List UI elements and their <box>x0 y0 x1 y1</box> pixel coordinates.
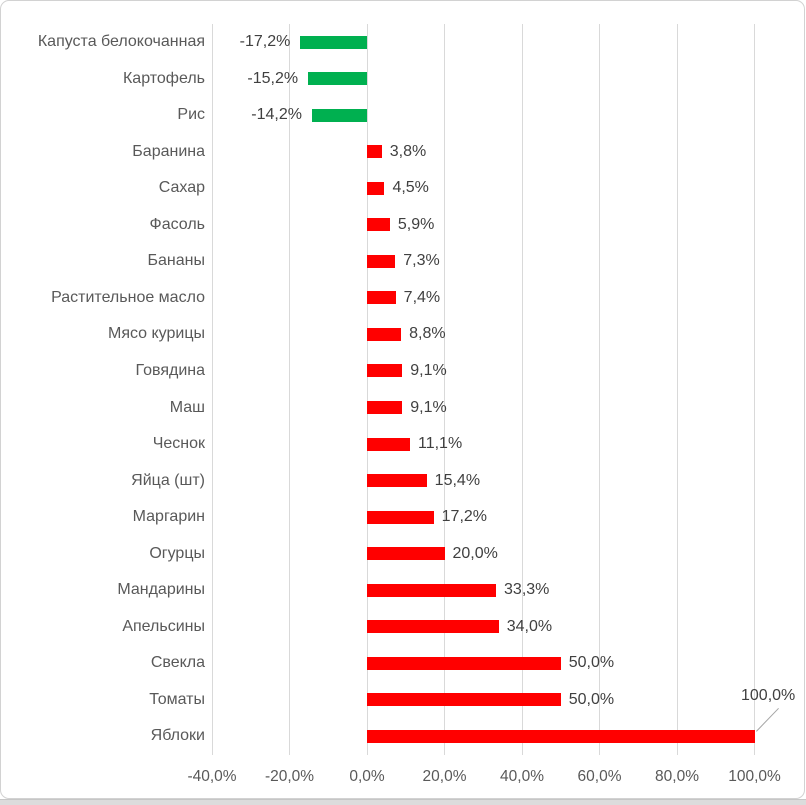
category-label: Маргарин <box>132 508 205 526</box>
value-label: -15,2% <box>247 69 299 87</box>
bar <box>311 108 367 122</box>
value-label: 20,0% <box>452 544 498 562</box>
category-label: Капуста белокочанная <box>37 33 205 51</box>
category-label: Мясо курицы <box>107 325 205 343</box>
x-axis-tick-label: 80,0% <box>655 768 699 785</box>
category-label: Рис <box>177 106 205 124</box>
category-label: Маш <box>169 398 205 416</box>
value-label: 15,4% <box>434 471 481 489</box>
bar <box>367 656 561 670</box>
bar <box>367 401 403 414</box>
gridline <box>521 24 523 755</box>
category-label: Бананы <box>147 252 205 270</box>
category-label: Говядина <box>135 361 205 379</box>
x-axis-tick-label: -40,0% <box>187 768 237 785</box>
bar <box>367 620 499 634</box>
value-label: -17,2% <box>239 33 291 51</box>
bar <box>367 254 396 268</box>
gridline <box>211 24 213 755</box>
category-label: Томаты <box>149 690 205 708</box>
bottom-edge-strip <box>0 799 806 805</box>
leader-line <box>755 707 779 732</box>
value-label: 7,4% <box>403 288 441 306</box>
gridline <box>289 24 290 755</box>
value-label: 5,9% <box>397 215 435 233</box>
bar <box>367 729 755 743</box>
x-axis-tick-label: 100,0% <box>728 768 781 785</box>
bar <box>367 474 427 488</box>
x-axis-tick-label: 40,0% <box>500 768 544 785</box>
value-label: 9,1% <box>410 361 447 379</box>
value-label: 9,1% <box>410 398 447 416</box>
x-axis-tick-label: 60,0% <box>577 768 622 785</box>
category-label: Яблоки <box>150 727 205 745</box>
gridline <box>599 24 600 755</box>
category-label: Фасоль <box>149 215 205 233</box>
bar <box>367 437 410 451</box>
value-label: 8,8% <box>409 325 446 343</box>
bar <box>367 583 497 597</box>
category-label: Растительное масло <box>51 288 205 306</box>
value-label: 50,0% <box>568 654 615 672</box>
value-label: 4,5% <box>392 179 429 197</box>
value-label: 7,3% <box>403 252 440 270</box>
bar <box>367 510 434 524</box>
value-label: 3,8% <box>389 142 427 160</box>
value-label: 50,0% <box>568 690 615 708</box>
gridline <box>366 24 368 755</box>
value-label: -14,2% <box>251 106 302 124</box>
bar <box>367 181 385 195</box>
value-label: 33,3% <box>504 581 550 599</box>
x-axis-tick-label: -20,0% <box>264 768 315 785</box>
bar <box>367 693 561 707</box>
bar <box>367 218 390 232</box>
bar <box>308 72 367 86</box>
value-label: 34,0% <box>506 617 553 635</box>
category-label: Огурцы <box>149 544 205 562</box>
bar <box>367 291 396 305</box>
value-label: 11,1% <box>418 435 463 453</box>
category-label: Яйца (шт) <box>131 471 205 489</box>
value-label: 17,2% <box>441 508 488 526</box>
category-label: Баранина <box>132 142 205 160</box>
bar <box>367 547 445 561</box>
category-label: Сахар <box>158 179 205 197</box>
x-axis-tick-label: 0,0% <box>349 768 385 785</box>
bar <box>367 145 382 159</box>
category-label: Чеснок <box>152 435 205 453</box>
gridline <box>754 24 755 755</box>
category-label: Апельсины <box>122 617 205 635</box>
category-label: Картофель <box>122 69 205 87</box>
category-label: Мандарины <box>117 581 205 599</box>
bar <box>300 35 367 49</box>
gridline <box>676 24 678 755</box>
gridline <box>444 24 445 755</box>
bar <box>367 364 403 378</box>
bar <box>367 327 402 341</box>
value-label: 100,0% <box>741 687 796 704</box>
x-axis-tick-label: 20,0% <box>422 768 467 785</box>
category-label: Свекла <box>150 654 205 672</box>
